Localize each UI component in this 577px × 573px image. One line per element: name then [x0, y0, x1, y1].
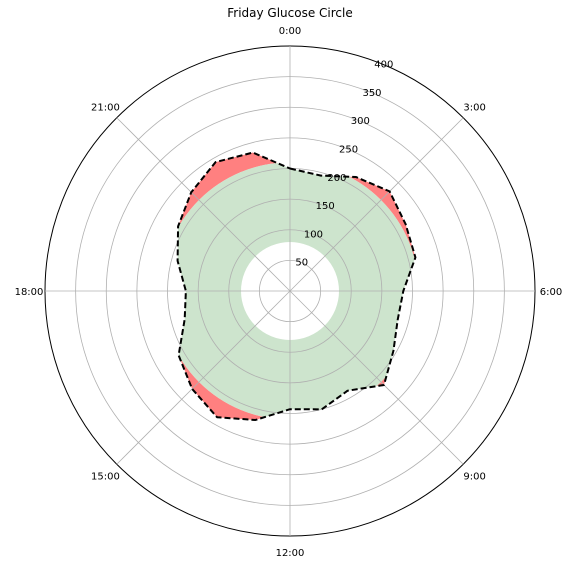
glucose-line: [176, 151, 417, 421]
line-layer: [176, 151, 417, 421]
angular-gridline: [116, 290, 291, 465]
radial-tick-label: 100: [304, 229, 323, 240]
grid-layer: [44, 45, 536, 537]
angle-tick-label: 9:00: [463, 472, 485, 483]
radial-tick-label: 150: [316, 201, 335, 212]
angular-gridline: [289, 117, 464, 292]
radial-tick-label: 200: [327, 173, 346, 184]
angular-gridline: [289, 290, 464, 465]
chart-title: Friday Glucose Circle: [227, 6, 353, 20]
angle-tick-label: 3:00: [463, 102, 485, 113]
radial-tick-label: 50: [295, 258, 308, 269]
angle-tick-label: 0:00: [279, 26, 301, 37]
angle-tick-label: 15:00: [91, 472, 120, 483]
angle-tick-label: 21:00: [91, 102, 120, 113]
angle-tick-label: 18:00: [15, 287, 44, 298]
radial-tick-label: 350: [362, 88, 381, 99]
angular-gridline: [116, 117, 291, 292]
angle-tick-label: 12:00: [276, 548, 305, 559]
label-layer: 0:00 3:00 6:00 9:00 12:00 15:00 18:00 21:00 50 10…: [15, 26, 563, 559]
angle-tick-label: 6:00: [540, 287, 562, 298]
radial-tick-label: 250: [339, 145, 358, 156]
radial-tick-label: 300: [351, 116, 370, 127]
radial-tick-label: 400: [374, 60, 393, 71]
